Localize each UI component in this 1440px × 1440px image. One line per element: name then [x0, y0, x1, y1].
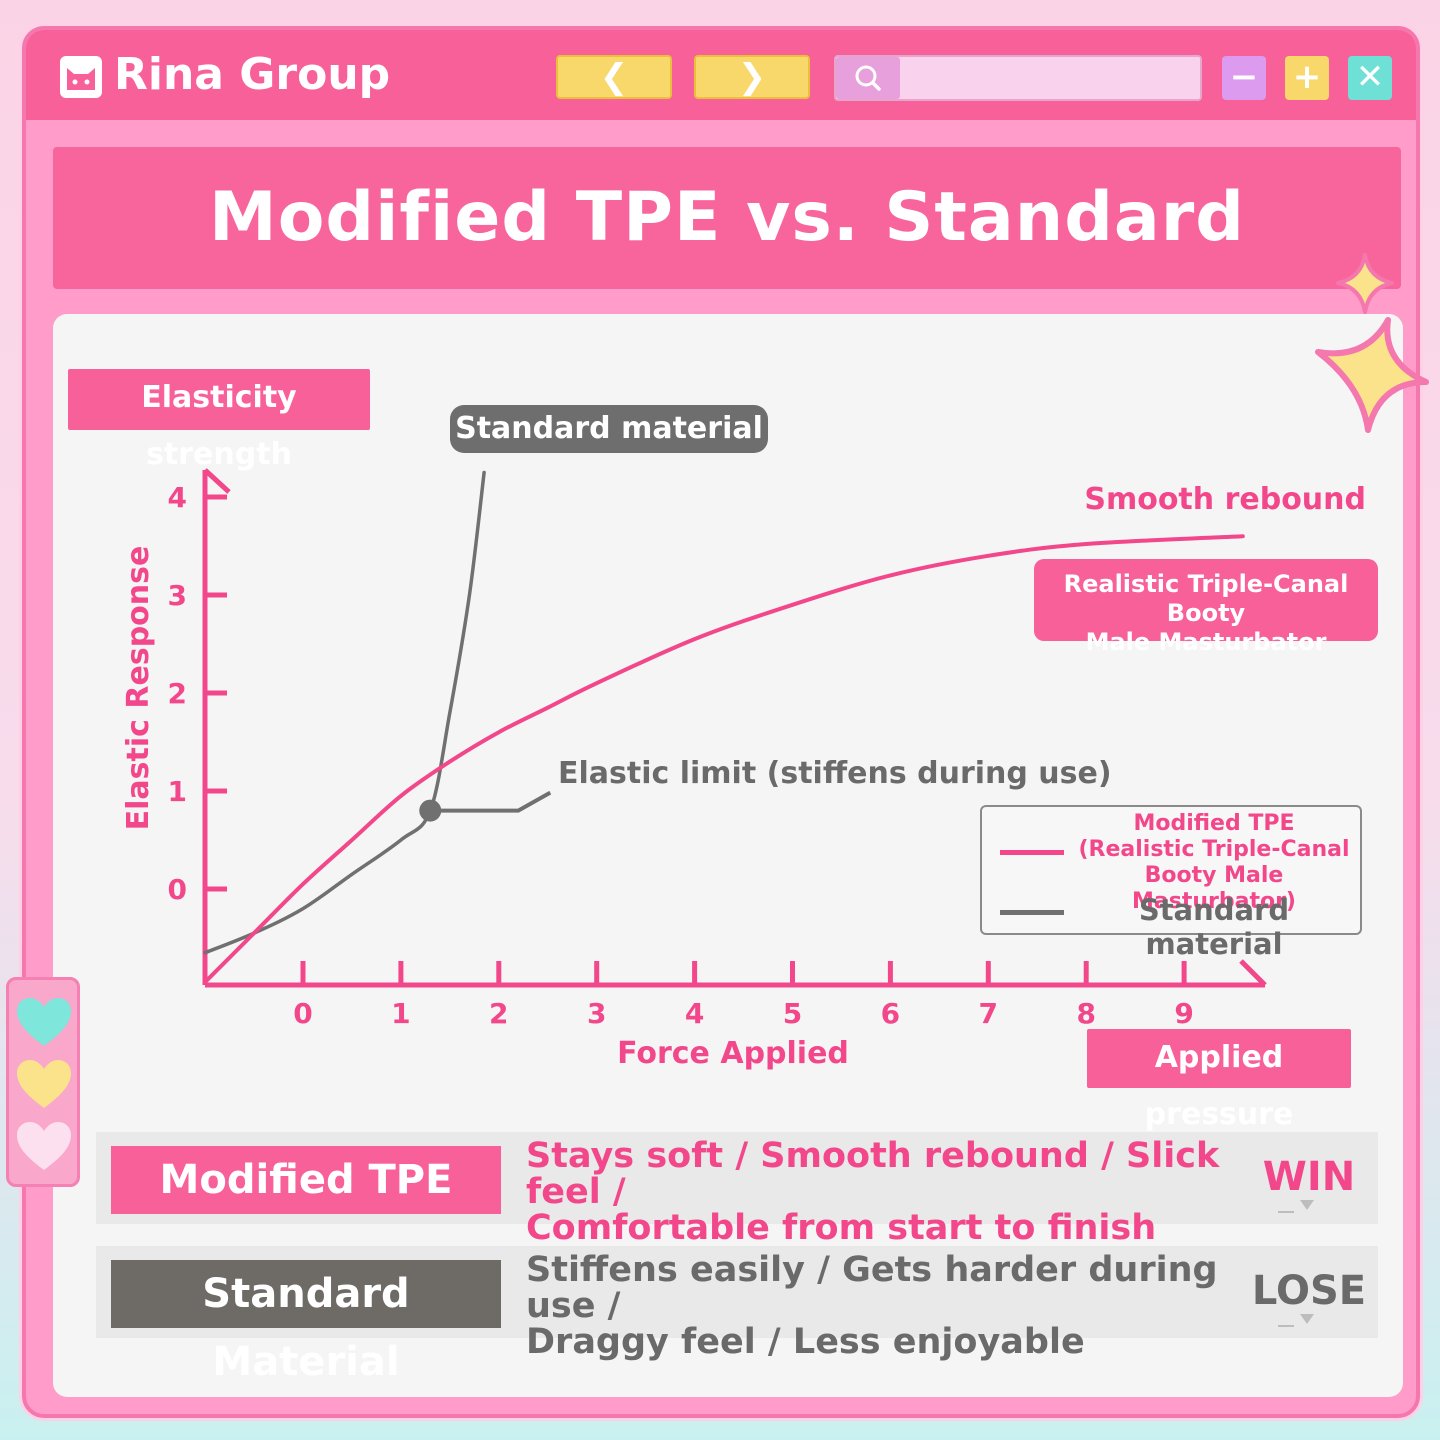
- forward-button[interactable]: ❯: [694, 55, 810, 99]
- smooth-rebound-label: Smooth rebound: [1084, 482, 1366, 517]
- comparison-desc-tpe-line2: Comfortable from start to finish: [526, 1208, 1157, 1248]
- elastic-limit-leader: [430, 790, 552, 813]
- teal-heart-icon[interactable]: [15, 996, 73, 1050]
- y-axis-arrow: [203, 468, 231, 494]
- legend-tpe-line3: Booty Male Masturbator): [1132, 863, 1296, 914]
- chart-lines: [203, 470, 1245, 985]
- search-icon: [836, 57, 900, 99]
- back-button[interactable]: ❮: [556, 55, 672, 99]
- x-axis-arrow: [1239, 959, 1267, 987]
- minimize-button[interactable]: −: [1222, 56, 1266, 100]
- legend-swatch-tpe: [1000, 850, 1064, 855]
- y-tick-label: 3: [168, 579, 187, 612]
- x-tick-label: 6: [881, 997, 900, 1030]
- y-tick-label: 0: [168, 873, 187, 906]
- x-tick-label: 9: [1174, 997, 1193, 1030]
- search-input[interactable]: [834, 55, 1202, 101]
- series-line-modified-tpe: [203, 534, 1245, 985]
- dropdown-arrow-icon: [1278, 1314, 1314, 1327]
- comparison-label-standard: Standard Material: [111, 1260, 501, 1385]
- comparison-desc-tpe: Stays soft / Smooth rebound / Slick feel…: [526, 1138, 1266, 1246]
- x-tick-label: 1: [391, 997, 410, 1030]
- comparison-desc-standard: Stiffens easily / Gets harder during use…: [526, 1252, 1266, 1360]
- verdict-win: WIN: [1262, 1154, 1356, 1200]
- y-tick-label: 2: [168, 677, 187, 710]
- comparison-desc-tpe-line1: Stays soft / Smooth rebound / Slick feel…: [526, 1136, 1220, 1212]
- large-star-icon: [1315, 317, 1429, 433]
- legend-tpe-line2: (Realistic Triple-Canal: [1078, 837, 1350, 862]
- comparison-row-standard: Standard Material Stiffens easily / Gets…: [96, 1246, 1378, 1385]
- elasticity-strength-tag: Elasticity strength: [68, 369, 370, 472]
- y-axis-label: Elastic Response: [121, 546, 156, 831]
- product-tag-line1: Realistic Triple-Canal Booty: [1063, 570, 1349, 627]
- small-star-icon: [1336, 253, 1394, 314]
- x-tick-label: 4: [685, 997, 704, 1030]
- cat-logo-icon: [60, 56, 102, 98]
- standard-material-tag: Standard material: [450, 405, 768, 453]
- elastic-limit-annotation: Elastic limit (stiffens during use): [558, 756, 1112, 791]
- chart-ticks: 0 1 2 3 4 5 6 7 8 9 0 1 2 3 4: [168, 481, 1194, 1030]
- elastic-limit-point: [419, 799, 442, 822]
- x-tick-label: 2: [489, 997, 508, 1030]
- comparison-desc-standard-line2: Draggy feel / Less enjoyable: [526, 1322, 1085, 1362]
- product-tag: Realistic Triple-Canal Booty Male Mastur…: [1034, 559, 1378, 656]
- legend-tpe-line1: Modified TPE: [1133, 811, 1295, 836]
- chart-labels: Force Applied Elastic Response: [121, 546, 849, 1071]
- x-tick-label: 5: [783, 997, 802, 1030]
- verdict-lose: LOSE: [1251, 1268, 1367, 1314]
- comparison-label-tpe: Modified TPE: [111, 1146, 501, 1214]
- x-tick-label: 7: [979, 997, 998, 1030]
- close-button[interactable]: ✕: [1348, 56, 1392, 100]
- dropdown-arrow-icon: [1278, 1200, 1314, 1213]
- x-tick-label: 3: [587, 997, 606, 1030]
- yellow-heart-icon[interactable]: [15, 1058, 73, 1112]
- legend-label-standard: Standard material: [1138, 893, 1290, 961]
- title-bar: Rina Group ❮ ❯ − + ✕: [26, 30, 1416, 120]
- pink-heart-icon[interactable]: [15, 1120, 73, 1174]
- product-tag-line2: Male Masturbator: [1085, 628, 1327, 656]
- x-axis-label: Force Applied: [617, 1036, 849, 1071]
- x-tick-label: 0: [293, 997, 312, 1030]
- maximize-button[interactable]: +: [1285, 56, 1329, 100]
- legend-label-tpe: Modified TPE (Realistic Triple-Canal Boo…: [1074, 811, 1354, 915]
- y-tick-label: 1: [168, 775, 187, 808]
- comparison-row-tpe: Modified TPE Stays soft / Smooth rebound…: [96, 1132, 1378, 1246]
- app-title: Rina Group: [114, 49, 391, 100]
- chart-legend: Modified TPE (Realistic Triple-Canal Boo…: [980, 805, 1362, 961]
- y-tick-label: 4: [168, 481, 187, 514]
- hearts-sidebar: [6, 977, 80, 1187]
- legend-swatch-standard: [1000, 910, 1064, 915]
- series-line-standard-material: [203, 470, 486, 955]
- x-tick-label: 8: [1076, 997, 1095, 1030]
- comparison-desc-standard-line1: Stiffens easily / Gets harder during use…: [526, 1250, 1218, 1326]
- applied-pressure-tag: Applied pressure: [1087, 1029, 1351, 1132]
